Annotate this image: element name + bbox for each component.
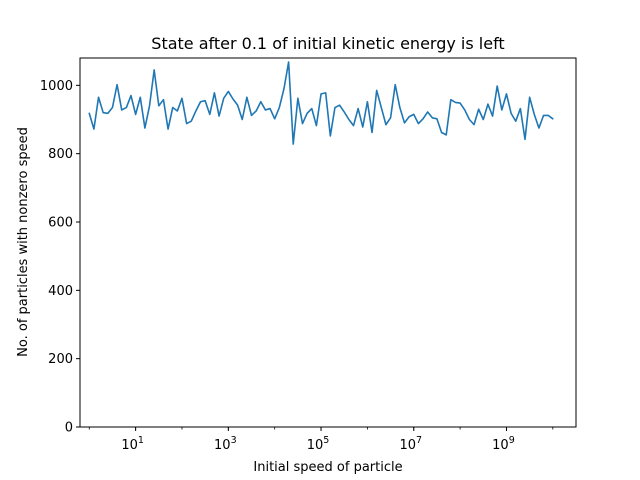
plot-frame bbox=[79, 57, 577, 428]
chart-title: State after 0.1 of initial kinetic energ… bbox=[151, 34, 504, 53]
x-axis-label: Initial speed of particle bbox=[253, 460, 402, 475]
y-tick-label: 400 bbox=[48, 284, 73, 299]
y-axis-label: No. of particles with nonzero speed bbox=[16, 127, 31, 357]
x-tick-label: 105 bbox=[307, 435, 330, 453]
series-line-nonzero bbox=[88, 61, 554, 145]
x-tick-label: 101 bbox=[121, 435, 144, 453]
y-tick-label: 0 bbox=[65, 421, 73, 436]
y-tick-label: 800 bbox=[48, 147, 73, 162]
x-tick-label: 107 bbox=[399, 435, 422, 453]
y-tick-label: 600 bbox=[48, 216, 73, 231]
x-tick-label: 103 bbox=[214, 435, 237, 453]
y-axis-ticks: 0 200 400 600 800 1000 bbox=[40, 79, 80, 436]
y-tick-label: 200 bbox=[48, 352, 73, 367]
x-tick-label: 109 bbox=[492, 435, 515, 453]
y-tick-label: 1000 bbox=[40, 79, 73, 94]
